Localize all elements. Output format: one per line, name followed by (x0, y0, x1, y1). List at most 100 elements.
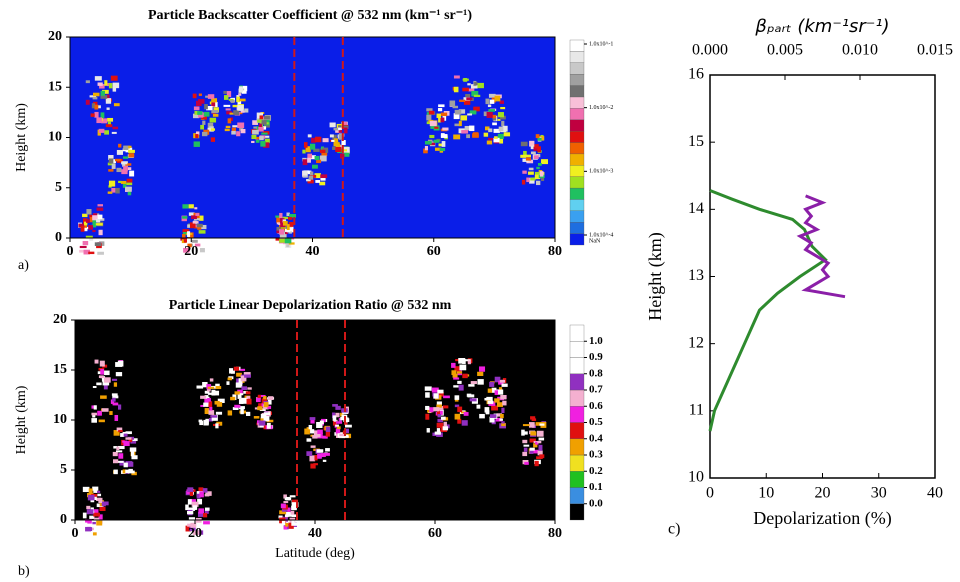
cloud-pixel (440, 112, 448, 117)
colorbar-label: 0.8 (589, 367, 603, 379)
cloud-pixel (526, 177, 530, 183)
cloud-pixel (191, 215, 197, 220)
cloud-pixel (437, 391, 444, 397)
cloud-pixel (121, 169, 128, 175)
cloud-pixel (286, 212, 290, 217)
cloud-pixel (244, 108, 249, 113)
cloud-pixel (496, 413, 503, 417)
cloud-pixel (199, 491, 204, 498)
x2-tick-label: 0.005 (767, 42, 803, 59)
cloud-pixel (287, 507, 291, 512)
cloud-pixel (234, 391, 241, 395)
x-tick-label: 0 (67, 244, 74, 259)
cloud-pixel (204, 390, 210, 394)
cloud-pixel (458, 358, 466, 364)
cloud-pixel (284, 228, 291, 232)
cloud-pixel (99, 506, 106, 512)
cloud-pixel (86, 505, 91, 510)
colorbar-swatch (569, 357, 585, 374)
cloud-pixel (237, 105, 244, 111)
cloud-pixel (433, 393, 439, 399)
cloud-pixel (123, 441, 130, 447)
cloud-pixel (117, 404, 122, 410)
cloud-pixel (235, 382, 243, 388)
cloud-pixel (240, 375, 247, 382)
y-tick-label: 15 (53, 362, 67, 377)
cloud-pixel (243, 372, 251, 377)
cloud-pixel (80, 225, 85, 232)
cloud-pixel (338, 134, 343, 140)
cloud-pixel (192, 505, 198, 510)
cloud-pixel (253, 126, 257, 129)
cloud-pixel (190, 522, 197, 528)
cloud-pixel (309, 171, 314, 176)
cloud-pixel (453, 385, 459, 388)
cloud-pixel (211, 389, 216, 396)
cloud-pixel (443, 421, 447, 427)
cloud-pixel (263, 402, 269, 408)
cloud-pixel (211, 414, 218, 421)
cloud-pixel (310, 463, 316, 469)
cloud-pixel (442, 405, 449, 409)
cloud-pixel (479, 413, 485, 419)
cloud-pixel (200, 395, 207, 399)
x-tick-label: 0 (72, 526, 79, 541)
y-tick-label: 20 (48, 29, 62, 44)
cloud-pixel (187, 511, 194, 515)
cloud-pixel (469, 110, 477, 115)
cloud-pixel (100, 95, 108, 99)
y-axis-label: Height (km) (645, 232, 666, 320)
x-tick-label: 10 (758, 485, 774, 502)
cloud-pixel (109, 411, 113, 415)
x-axis-label: Latitude (deg) (275, 546, 355, 561)
cloud-pixel (96, 207, 104, 211)
x2-axis-label: βₚₐᵣₜ (km⁻¹sr⁻¹) (754, 16, 889, 37)
cloud-pixel (94, 359, 99, 364)
cloud-pixel (113, 446, 118, 449)
cloud-pixel (204, 507, 210, 511)
cloud-pixel (500, 115, 506, 120)
y-tick-label: 16 (688, 66, 704, 83)
cloud-pixel (312, 435, 318, 439)
cloud-pixel (488, 109, 495, 112)
cloud-pixel (533, 449, 539, 454)
cloud-pixel (501, 422, 506, 427)
cloud-pixel (96, 117, 103, 124)
cloud-pixel (85, 519, 92, 524)
cloud-pixel (182, 233, 186, 239)
cloud-pixel (92, 229, 96, 233)
cloud-pixel (103, 384, 108, 390)
cloud-pixel (339, 433, 346, 437)
cloud-pixel (306, 451, 313, 456)
cloud-pixel (440, 133, 445, 138)
cloud-pixel (288, 242, 295, 245)
cloud-pixel (263, 142, 270, 148)
cloud-pixel (104, 377, 111, 383)
cloud-pixel (500, 413, 504, 419)
cloud-pixel (240, 408, 244, 415)
colorbar-swatch (569, 389, 585, 407)
panel-label: c) (668, 521, 680, 538)
cloud-pixel (500, 395, 507, 400)
cloud-pixel (127, 470, 135, 474)
cloud-pixel (279, 238, 286, 243)
cloud-pixel (215, 411, 223, 415)
cloud-pixel (107, 162, 115, 166)
cloud-pixel (203, 521, 210, 525)
cloud-pixel (189, 499, 196, 503)
cloud-pixel (90, 507, 94, 511)
y-tick-label: 13 (688, 267, 704, 284)
cloud-pixel (194, 243, 201, 247)
cloud-pixel (434, 147, 442, 151)
cloud-pixel (438, 117, 442, 123)
cloud-pixel (325, 426, 331, 432)
cloud-pixel (428, 110, 435, 115)
cloud-pixel (332, 146, 336, 150)
cloud-pixel (190, 222, 196, 229)
cloud-pixel (276, 217, 281, 223)
cloud-pixel (530, 431, 537, 436)
cloud-pixel (108, 83, 113, 89)
cloud-pixel (79, 249, 84, 253)
cloud-pixel (238, 399, 244, 404)
cloud-pixel (226, 381, 230, 385)
